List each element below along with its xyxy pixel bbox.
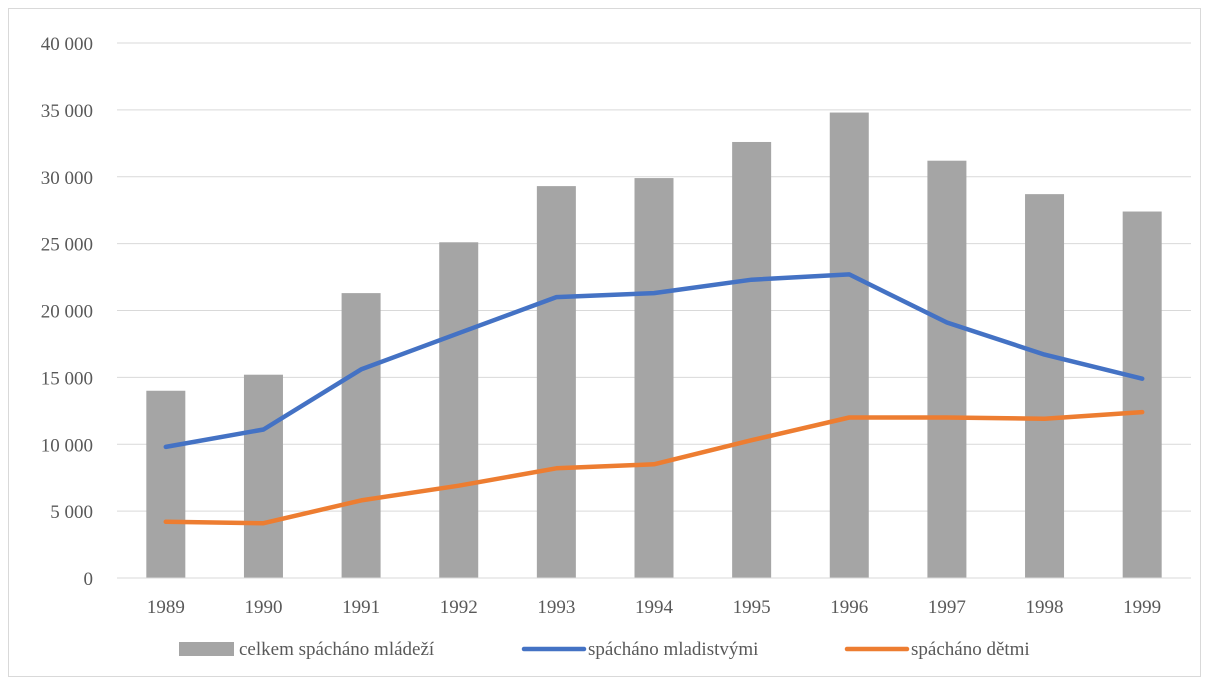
x-tick-label: 1992 xyxy=(440,597,478,618)
x-tick-label: 1991 xyxy=(342,597,380,618)
bar xyxy=(439,242,479,578)
legend: celkem spácháno mládeží spácháno mladistv… xyxy=(179,639,1030,660)
x-tick-label: 1996 xyxy=(830,597,868,618)
x-tick-label: 1993 xyxy=(537,597,575,618)
y-tick-label: 30 000 xyxy=(41,168,93,189)
y-tick-label: 0 xyxy=(84,569,94,590)
bar xyxy=(829,112,869,579)
bar xyxy=(1122,211,1162,578)
legend-label: spácháno mladistvými xyxy=(588,639,758,660)
line-series xyxy=(163,272,1145,526)
legend-swatch-bar xyxy=(179,642,234,656)
bar xyxy=(341,293,381,578)
bar xyxy=(634,178,674,578)
y-tick-label: 35 000 xyxy=(41,101,93,122)
y-tick-label: 25 000 xyxy=(41,235,93,256)
legend-label: celkem spácháno mládeží xyxy=(239,639,435,660)
y-tick-label: 10 000 xyxy=(41,435,93,456)
combo-chart: 0 5 000 10 000 15 000 20 000 25 000 30 000 35 0… xyxy=(41,34,1191,660)
bar xyxy=(1025,194,1065,578)
x-tick-label: 1998 xyxy=(1026,597,1064,618)
bar xyxy=(146,390,186,578)
x-tick-label: 1997 xyxy=(928,597,966,618)
x-tick-label: 1995 xyxy=(733,597,771,618)
y-axis-tick-labels: 0 5 000 10 000 15 000 20 000 25 000 30 000 35 0… xyxy=(41,34,93,590)
bar xyxy=(536,186,576,579)
bar-series xyxy=(146,112,1162,579)
x-tick-label: 1989 xyxy=(147,597,185,618)
bar xyxy=(732,141,772,578)
x-tick-label: 1999 xyxy=(1123,597,1161,618)
bar xyxy=(927,160,967,578)
chart-frame: 0 5 000 10 000 15 000 20 000 25 000 30 000 35 0… xyxy=(8,8,1201,677)
x-tick-label: 1990 xyxy=(244,597,282,618)
legend-label: spácháno dětmi xyxy=(911,639,1030,660)
x-axis-tick-labels: 1989 1990 1991 1992 1993 1994 1995 1996 1997 1998… xyxy=(147,597,1161,618)
y-tick-label: 20 000 xyxy=(41,302,93,323)
y-tick-label: 40 000 xyxy=(41,34,93,55)
bar xyxy=(243,374,283,578)
y-tick-label: 5 000 xyxy=(50,502,93,523)
x-tick-label: 1994 xyxy=(635,597,674,618)
y-tick-label: 15 000 xyxy=(41,368,93,389)
